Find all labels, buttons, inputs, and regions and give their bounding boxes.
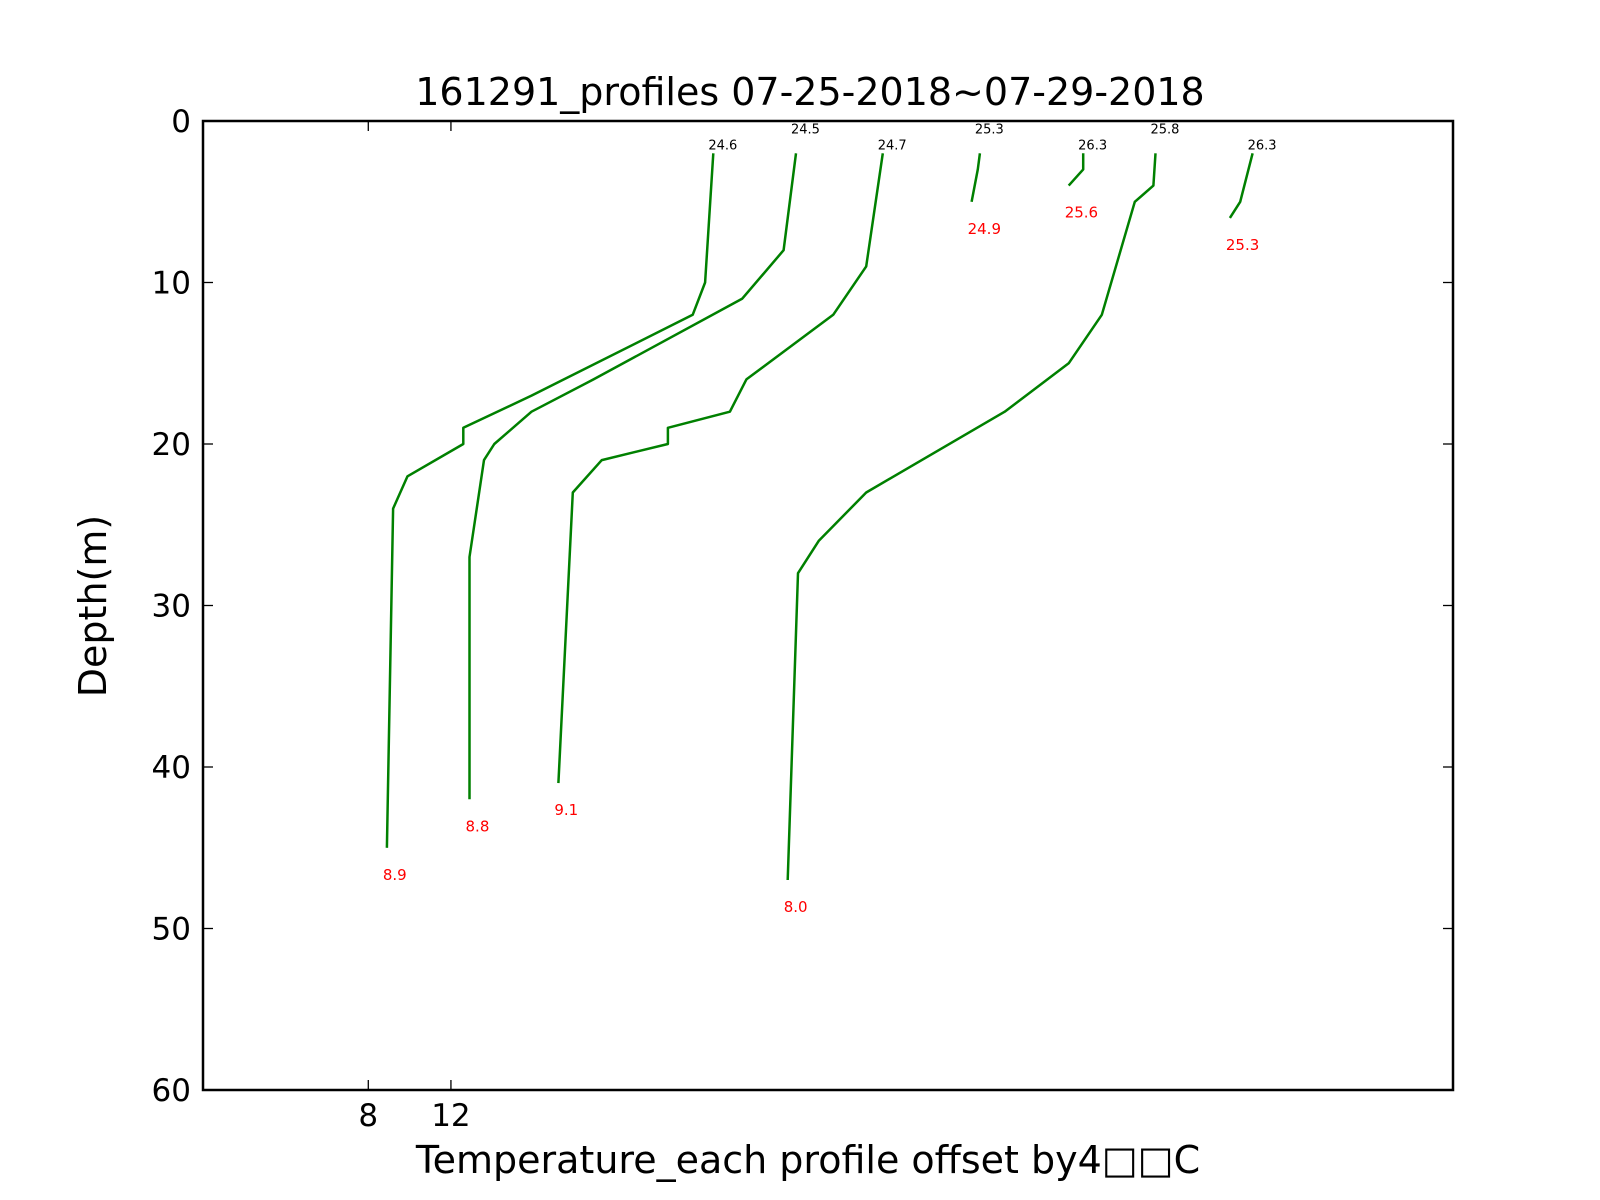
profile-2: 24.5 8.8 [466, 122, 820, 835]
y-axis-label: Depth(m) [71, 515, 115, 697]
y-tick-label: 50 [152, 912, 191, 948]
y-tick-label: 10 [152, 266, 191, 302]
profiles-group: 24.68.924.58.824.79.125.324.926.325.625.… [383, 122, 1277, 916]
profile-top-label: 26.3 [1248, 138, 1277, 153]
profile-bottom-label: 8.0 [784, 898, 808, 916]
profile-line [1228, 152, 1254, 219]
x-axis-label: Temperature_each profile offset by4□□C [415, 1138, 1200, 1182]
profile-4: 25.3 24.9 [968, 122, 1004, 237]
y-tick-label: 60 [152, 1073, 191, 1109]
chart-title: 161291_profiles 07-25-2018~07-29-2018 [415, 70, 1204, 114]
profile-1: 24.6 8.9 [383, 138, 737, 883]
profile-line [1067, 153, 1085, 187]
y-tick-label: 40 [152, 750, 191, 786]
profile-bottom-label: 8.9 [383, 866, 407, 884]
profile-6: 25.8 8.0 [784, 122, 1180, 916]
profile-bottom-label: 25.3 [1226, 236, 1259, 254]
profile-3: 24.7 9.1 [554, 138, 906, 819]
profile-7: 26.3 25.3 [1226, 138, 1277, 254]
profile-line [385, 153, 715, 848]
y-tick-label: 20 [152, 427, 191, 463]
profile-bottom-label: 9.1 [554, 801, 578, 819]
profile-top-label: 25.3 [975, 122, 1004, 137]
profile-top-label: 24.7 [878, 138, 907, 153]
profile-line [970, 153, 982, 203]
profile-top-label: 26.3 [1078, 138, 1107, 153]
y-axis-ticks: 0 10 20 30 40 50 60 [152, 104, 1453, 1109]
profile-5: 26.3 25.6 [1065, 138, 1107, 221]
profile-top-label: 24.5 [791, 122, 820, 137]
y-tick-label: 0 [171, 104, 191, 140]
profile-line [468, 153, 798, 800]
profile-bottom-label: 25.6 [1065, 204, 1098, 222]
profile-top-label: 24.6 [708, 138, 737, 153]
x-tick-label: 12 [431, 1098, 470, 1134]
y-tick-label: 30 [152, 589, 191, 625]
x-tick-label: 8 [358, 1098, 378, 1134]
profile-line [786, 153, 1157, 881]
profile-line [557, 153, 885, 784]
profile-top-label: 25.8 [1150, 122, 1179, 137]
profile-bottom-label: 24.9 [968, 220, 1001, 238]
profile-bottom-label: 8.8 [466, 817, 490, 835]
x-axis-ticks: 8 12 [358, 121, 471, 1134]
